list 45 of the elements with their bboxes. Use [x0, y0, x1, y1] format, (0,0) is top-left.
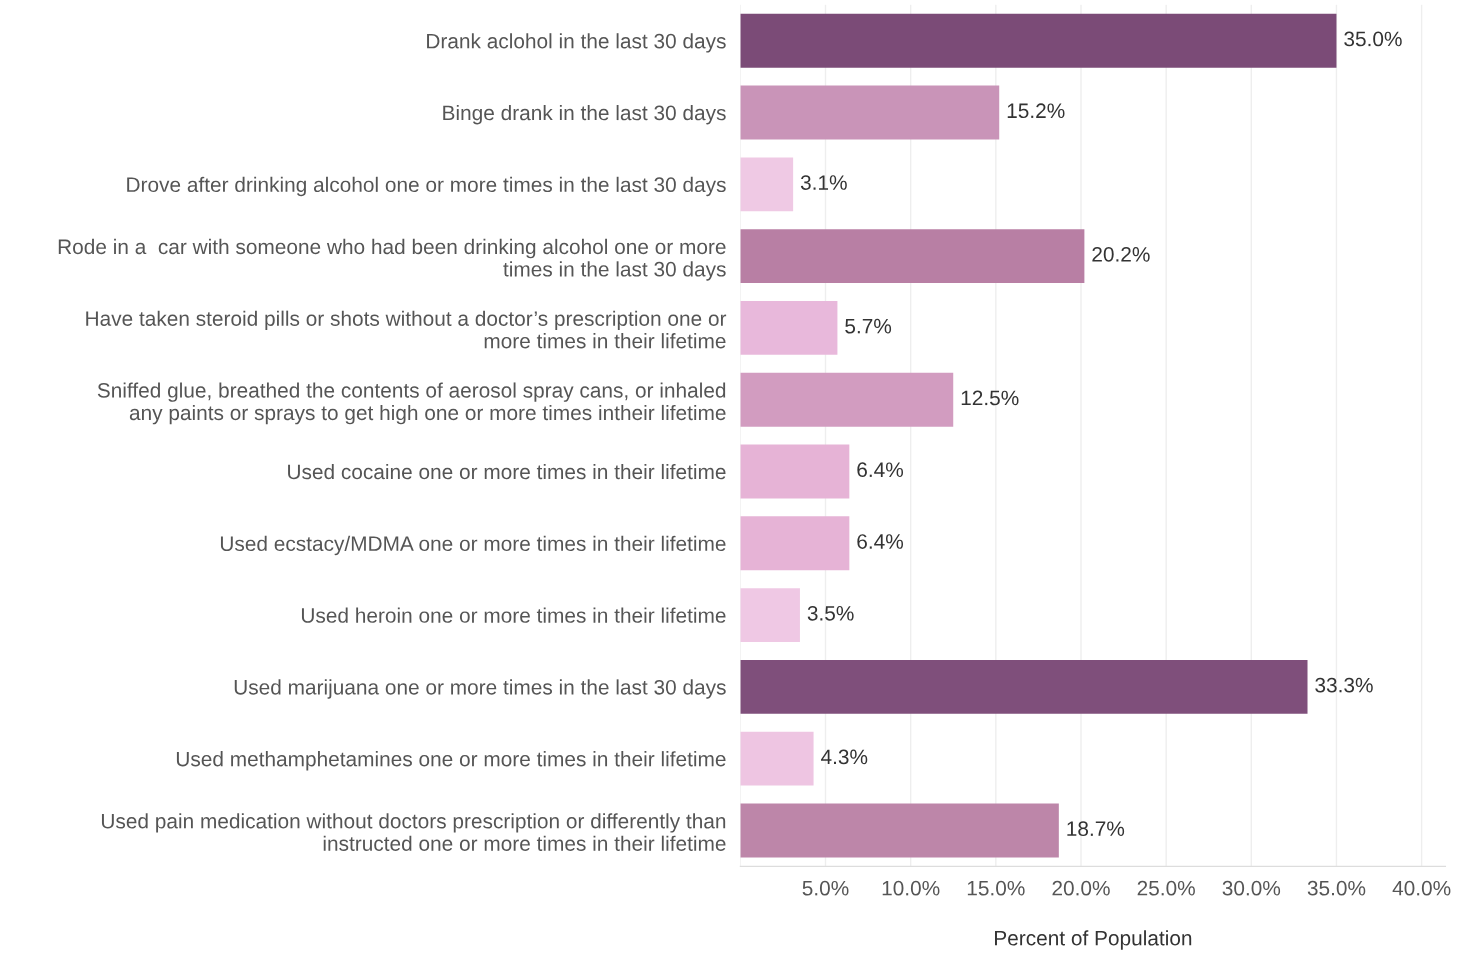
bar: [740, 300, 838, 355]
y-tick-label: Used methamphetamines one or more times in their lifetime: [176, 751, 726, 771]
data-label: 12.5%: [961, 390, 1019, 406]
bar: [740, 444, 850, 499]
x-tick-label: 30.0%: [1222, 880, 1281, 896]
y-tick-label: Drank aclohol in the last 30 days: [427, 33, 726, 53]
x-tick-label: 15.0%: [967, 880, 1025, 896]
bar: [740, 731, 814, 786]
bar: [740, 157, 794, 212]
y-tick-label: Used pain medication without doctors prescription or differently than instructed one or more times in their lifetime: [101, 813, 726, 851]
x-tick-label: 5.0%: [802, 880, 849, 896]
x-tick-label: 35.0%: [1307, 880, 1366, 896]
data-label: 20.2%: [1092, 246, 1150, 262]
x-tick-label: 40.0%: [1392, 880, 1451, 896]
data-label: 4.3%: [820, 749, 868, 765]
y-tick-label: Have taken steroid pills or shots without a doctor’s prescription one or more times in their lifetime: [86, 310, 727, 349]
data-label: 6.4%: [857, 462, 904, 478]
bar: [740, 372, 954, 427]
y-tick-label: Drove after drinking alcohol one or more times in the last 30 days: [127, 176, 726, 197]
data-label: 5.7%: [845, 318, 892, 334]
y-tick-label: Used heroin one or more times in their lifetime: [301, 607, 726, 623]
x-tick-label: 25.0%: [1137, 880, 1195, 896]
data-label: 3.1%: [800, 175, 847, 190]
data-label: 6.4%: [857, 534, 904, 549]
y-tick-label: Used ecstacy/MDMA one or more times in their lifetime: [220, 535, 726, 556]
y-tick-label: Used marijuana one or more times in the last 30 days: [234, 679, 726, 699]
data-label: 15.2%: [1007, 103, 1065, 119]
bar: [740, 13, 1337, 68]
x-tick-label: 10.0%: [882, 880, 940, 896]
y-tick-label: Binge drank in the last 30 days: [443, 104, 726, 125]
bar: [740, 659, 1308, 714]
bar: [740, 516, 850, 571]
bar: [740, 85, 1000, 140]
data-label: 33.3%: [1315, 677, 1373, 693]
bar: [740, 803, 1059, 858]
x-axis-title: Percent of Population: [995, 930, 1192, 950]
data-label: 3.5%: [807, 605, 854, 621]
data-label: 18.7%: [1067, 821, 1125, 837]
y-tick-label: Sniffed glue, breathed the contents of aerosol spray cans, or inhaled any paints or sprays to get high one or more times intheir lifetime: [97, 382, 726, 425]
y-tick-label: Rode in a car with someone who had been drinking alcohol one or more times in the last 30 days: [58, 238, 726, 281]
bar: [740, 229, 1085, 284]
x-tick-label: 20.0%: [1052, 880, 1110, 896]
data-label: 35.0%: [1344, 31, 1402, 47]
y-tick-label: Used cocaine one or more times in their lifetime: [288, 463, 726, 480]
bar: [740, 588, 800, 643]
